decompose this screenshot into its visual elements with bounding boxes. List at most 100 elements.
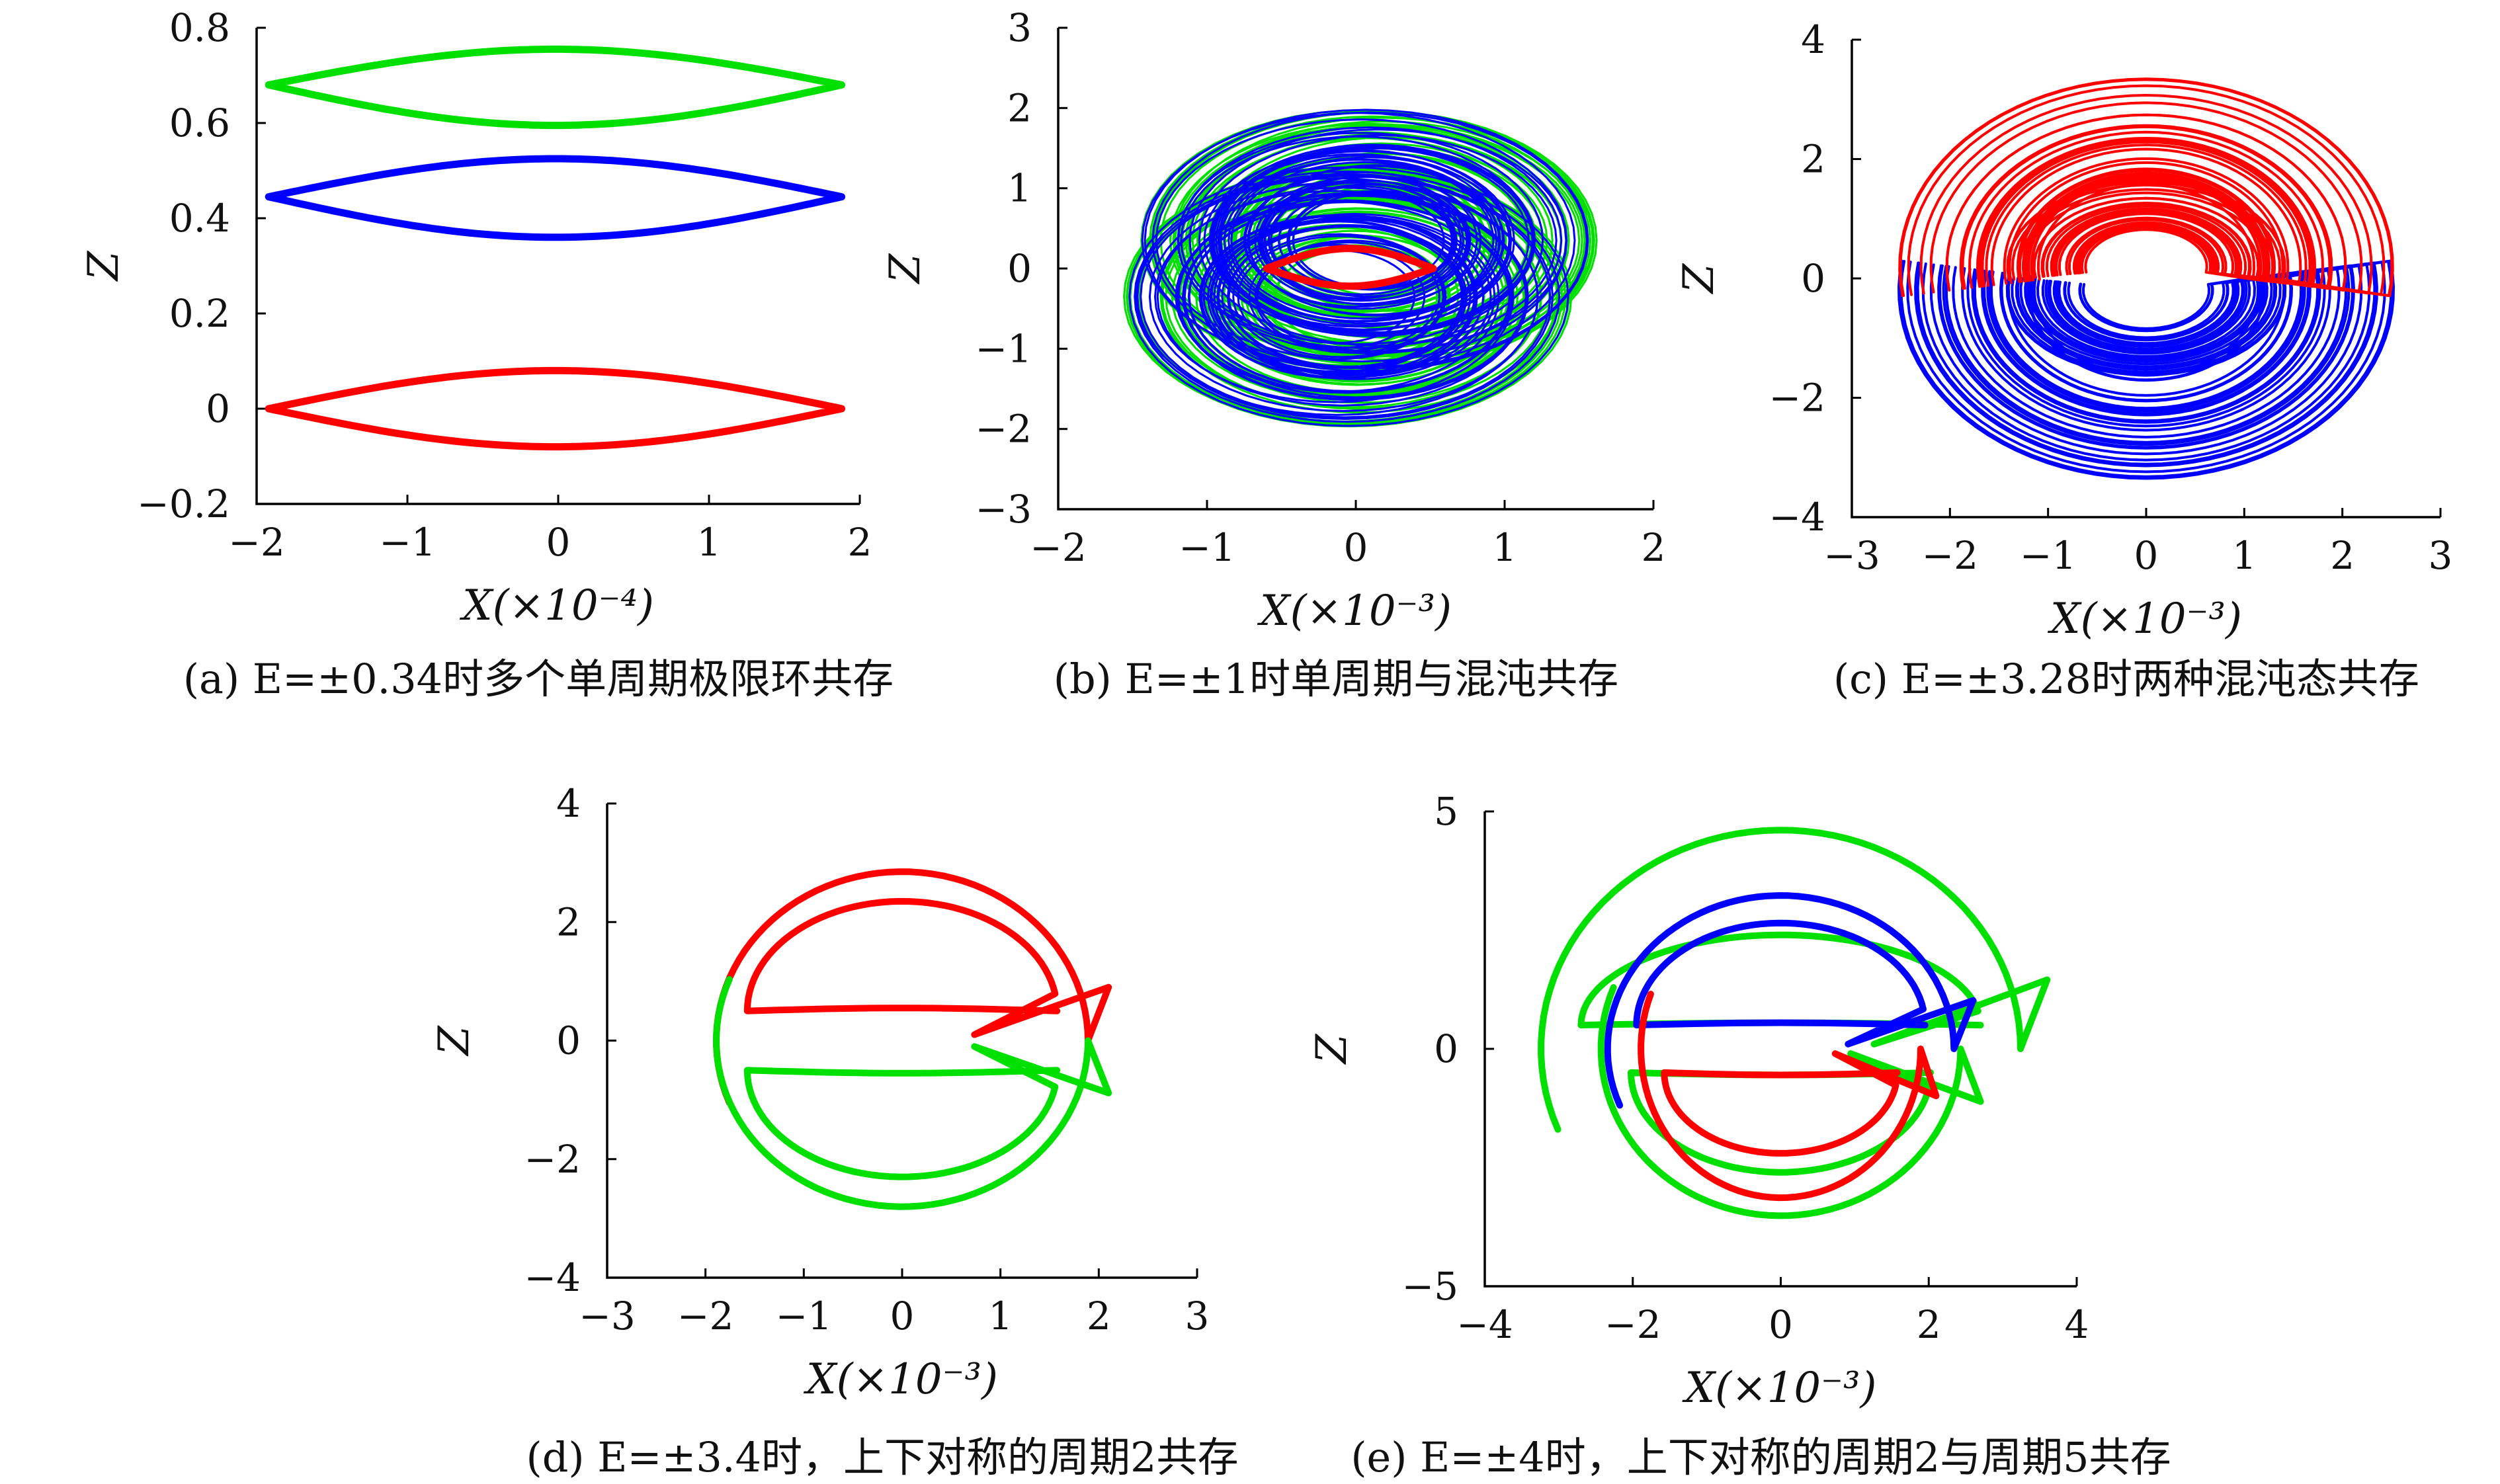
chaos-loop — [1999, 271, 2293, 403]
y-tick-label: 0 — [1007, 246, 1032, 291]
chaos-loop — [1945, 113, 2347, 292]
x-tick-label: −3 — [579, 1294, 636, 1339]
orbit-series-0 — [265, 45, 846, 130]
chaos-loop — [1223, 158, 1501, 323]
plot-area — [265, 45, 846, 451]
chaos-loop — [1187, 200, 1513, 393]
chaos-loop — [1134, 170, 1561, 423]
x-tick-label: 2 — [2330, 533, 2354, 578]
chaos-loop — [1968, 130, 2324, 289]
orbit-series-1 — [713, 976, 1112, 1210]
chaos-loop — [1141, 112, 1576, 369]
plot-area — [713, 868, 1112, 1210]
y-tick-label: 4 — [556, 781, 581, 826]
y-tick-label: −4 — [1769, 495, 1826, 540]
y-axis-label: Z — [881, 253, 930, 284]
y-tick-label: 0 — [1801, 256, 1825, 301]
x-tick-label: 0 — [1769, 1302, 1793, 1347]
y-tick-label: 1 — [1007, 166, 1032, 211]
y-tick-label: −3 — [976, 487, 1032, 532]
y-tick-label: −4 — [524, 1255, 581, 1300]
panel-caption: (b) E=±1时单周期与混沌共存 — [1054, 655, 1618, 703]
chart-panel-d: −3 −2 −1 0 1 2 3 −4 −2 0 2 4 X(×10⁻³) Z (d) E=±3.4时，上下… — [430, 781, 1238, 1481]
x-tick-label: −1 — [2020, 533, 2077, 578]
plot-area — [1538, 827, 2051, 1219]
chaos-loop — [2018, 169, 2274, 283]
chaos-loop — [1198, 134, 1558, 347]
chaos-loop — [1929, 263, 2363, 456]
chaos-loop — [1228, 156, 1512, 325]
y-tick-label: 4 — [1801, 17, 1825, 62]
x-tick-label: −2 — [228, 520, 285, 565]
x-axis-label: X(×10⁻⁴) — [459, 581, 654, 630]
chart-panel-c: −3 −2 −1 0 1 2 3 −4 −2 0 2 4 X(×10⁻³) Z (c) E=±3.28时两种… — [1675, 17, 2452, 703]
x-tick-label: 1 — [2232, 533, 2257, 578]
x-tick-label: 0 — [1344, 525, 1368, 570]
x-tick-label: −2 — [677, 1294, 734, 1339]
chaos-loop — [1921, 262, 2371, 462]
x-tick-label: −2 — [1604, 1302, 1661, 1347]
y-tick-label: 2 — [556, 899, 581, 944]
x-tick-label: 1 — [1493, 525, 1517, 570]
chaos-loop — [1180, 135, 1535, 346]
chaos-loop — [1907, 84, 2386, 296]
x-tick-label: −1 — [776, 1294, 833, 1339]
chaos-loop — [1919, 94, 2373, 295]
chaos-loop — [1292, 192, 1454, 289]
plot-area — [1123, 108, 1598, 428]
x-tick-label: 3 — [2429, 533, 2453, 578]
chaos-loop — [1952, 266, 2341, 438]
chaos-loop — [1987, 270, 2305, 411]
x-tick-label: −3 — [1823, 533, 1880, 578]
orbit-series-2 — [1263, 245, 1437, 290]
chaos-loop — [1175, 200, 1500, 393]
panel-caption: (a) E=±0.34时多个单周期极限环共存 — [183, 655, 894, 703]
y-tick-label: −1 — [976, 326, 1032, 371]
x-tick-label: −1 — [1179, 525, 1235, 570]
y-axis-label: Z — [1308, 1033, 1356, 1065]
y-tick-label: −2 — [524, 1137, 581, 1182]
y-tick-label: −5 — [1402, 1264, 1459, 1309]
chart-panel-e: −4 −2 0 2 4 −5 0 5 X(×10⁻³) Z (e) E=±4时，上下对称的周期2与周… — [1308, 789, 2171, 1481]
y-tick-label: −0.2 — [137, 481, 230, 526]
y-tick-label: 3 — [1007, 5, 1032, 50]
chaos-loop — [2003, 157, 2290, 285]
x-tick-label: 3 — [1185, 1294, 1210, 1339]
x-tick-label: 1 — [697, 520, 722, 565]
chaos-loop — [1169, 122, 1570, 358]
x-axis-label: X(×10⁻³) — [2047, 595, 2242, 643]
chaos-loop — [2030, 178, 2263, 282]
y-tick-label: −2 — [976, 407, 1032, 452]
y-tick-label: 0.4 — [169, 196, 230, 241]
x-tick-label: −2 — [1922, 533, 1979, 578]
orbit-series-0 — [1538, 827, 2051, 1133]
x-tick-label: −4 — [1456, 1302, 1513, 1347]
orbit-series-2 — [265, 366, 846, 451]
y-tick-label: 5 — [1434, 789, 1458, 834]
x-tick-label: 2 — [1917, 1302, 1941, 1347]
chaos-loop — [1915, 261, 2378, 467]
chaos-loop — [2024, 173, 2269, 282]
chaos-loop — [1286, 190, 1456, 291]
y-tick-label: 0.2 — [169, 291, 230, 336]
x-tick-label: 2 — [1642, 525, 1666, 570]
chaos-loop — [1209, 218, 1476, 376]
y-axis-label: Z — [430, 1025, 479, 1057]
x-tick-label: −1 — [379, 520, 436, 565]
x-axis-label: X(×10⁻³) — [1682, 1364, 1877, 1413]
y-tick-label: 2 — [1007, 85, 1032, 130]
chaos-loop — [1215, 147, 1530, 334]
chaos-loop — [1961, 267, 2331, 432]
x-tick-label: 2 — [1087, 1294, 1111, 1339]
y-tick-label: 0 — [206, 386, 230, 431]
y-tick-label: 0.8 — [169, 5, 230, 50]
x-tick-label: 0 — [890, 1294, 915, 1339]
x-tick-label: 0 — [546, 520, 571, 565]
chaos-loop — [1208, 144, 1536, 337]
chaos-loop — [1144, 108, 1589, 372]
chaos-loop — [1985, 144, 2308, 287]
orbit-series-3 — [1638, 991, 1940, 1202]
y-tick-label: 0 — [1434, 1026, 1458, 1071]
orbit-series-1 — [1898, 77, 2394, 298]
x-tick-label: −2 — [1030, 525, 1087, 570]
